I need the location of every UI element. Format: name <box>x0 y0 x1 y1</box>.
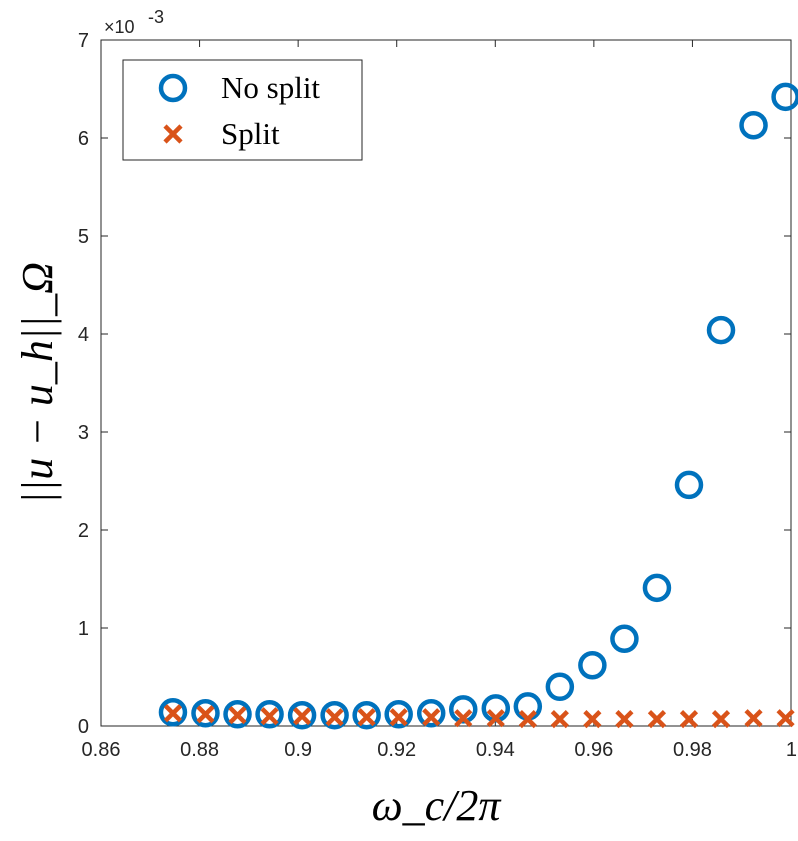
x-tick-label: 0.92 <box>377 739 416 761</box>
no-split-point <box>545 672 575 702</box>
x-tick-label: 0.88 <box>180 739 219 761</box>
y-axis-label: ||u − u_h||_Ω <box>13 262 62 504</box>
split-point <box>228 706 247 725</box>
y-tick-label: 0 <box>78 716 89 738</box>
split-point <box>583 710 602 729</box>
y-tick-label: 1 <box>78 618 89 640</box>
legend-split-marker <box>163 124 183 144</box>
split-point <box>163 704 183 723</box>
split-point <box>518 710 537 729</box>
no-split-point <box>287 700 317 730</box>
no-split-point <box>191 699 220 728</box>
x-axis-label: ω_c/2π <box>372 781 503 830</box>
split-point <box>454 709 473 728</box>
no-split-point <box>320 700 349 730</box>
no-split-point <box>158 698 188 727</box>
no-split-point <box>674 470 704 500</box>
split-point <box>292 707 312 726</box>
x-tick-label: 0.9 <box>284 739 312 761</box>
split-point <box>550 710 569 729</box>
split-point <box>196 705 215 724</box>
no-split-point <box>739 111 768 140</box>
split-point <box>776 709 795 728</box>
legend-split-label: Split <box>221 116 280 151</box>
y-tick-label: 7 <box>78 30 89 52</box>
no-split-point <box>384 699 413 729</box>
split-point <box>389 708 408 727</box>
x-tick-label: 0.86 <box>82 739 121 761</box>
split-point <box>744 709 763 728</box>
split-point <box>260 707 279 726</box>
no-split-point <box>610 624 639 654</box>
x-tick-label: 0.96 <box>574 739 613 761</box>
split-point <box>711 710 731 729</box>
split-point <box>679 710 699 729</box>
no-split-point <box>706 315 736 345</box>
split-point <box>357 708 376 727</box>
y-tick-label: 2 <box>78 520 89 542</box>
no-split-point <box>352 700 381 730</box>
x-tick-label: 0.98 <box>673 739 712 761</box>
legend: No split Split <box>122 59 363 161</box>
no-split-point <box>642 573 672 603</box>
y-exponent-base: ×10 <box>104 17 135 37</box>
no-split-point <box>578 650 607 680</box>
no-split-point <box>255 699 284 729</box>
y-exponent-power: -3 <box>148 7 164 27</box>
y-tick-label: 3 <box>78 422 89 444</box>
x-tick-label: 0.94 <box>476 739 515 761</box>
split-point <box>647 710 667 729</box>
split-point <box>615 710 634 729</box>
x-tick-label: 1 <box>786 739 797 761</box>
split-point <box>422 708 441 727</box>
legend-no-split-label: No split <box>221 70 320 105</box>
split-point <box>325 708 344 727</box>
y-tick-label: 6 <box>78 128 89 150</box>
legend-no-split-marker <box>158 73 188 103</box>
split-point <box>486 709 505 728</box>
legend-box <box>122 59 363 161</box>
y-tick-label: 4 <box>78 324 89 346</box>
no-split-point <box>416 699 446 728</box>
y-tick-label: 5 <box>78 226 89 248</box>
no-split-point <box>223 699 252 729</box>
